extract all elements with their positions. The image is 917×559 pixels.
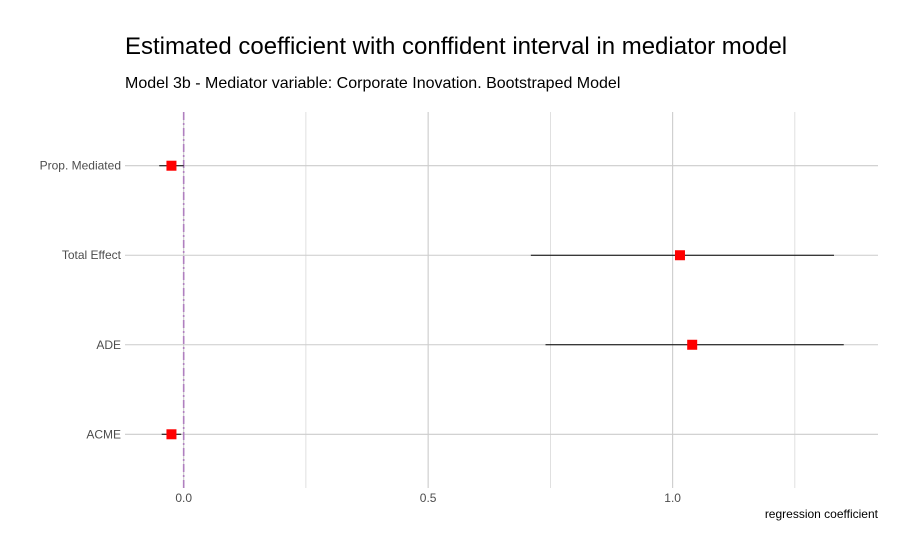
grid-lines	[125, 112, 878, 488]
point-total-effect	[674, 250, 685, 261]
y-tick-label: Prop. Mediated	[40, 159, 121, 173]
point-layer	[166, 160, 698, 440]
x-axis-title: regression coefficient	[765, 507, 879, 521]
chart-subtitle: Model 3b - Mediator variable: Corporate …	[125, 75, 621, 92]
x-tick-label: 0.5	[420, 491, 437, 505]
x-tick-labels: 0.0 0.5 1.0	[175, 491, 681, 505]
y-tick-label: Total Effect	[62, 248, 122, 262]
x-tick-label: 0.0	[175, 491, 192, 505]
y-tick-label: ADE	[96, 338, 121, 352]
x-tick-label: 1.0	[664, 491, 681, 505]
point-prop-mediated	[166, 160, 177, 171]
errorbar-layer	[159, 165, 844, 435]
point-acme	[166, 429, 177, 440]
y-tick-label: ACME	[86, 427, 121, 441]
chart-title: Estimated coefficient with conffident in…	[125, 33, 788, 60]
point-ade	[687, 339, 698, 350]
y-tick-labels: Prop. Mediated Total Effect ADE ACME	[40, 159, 122, 442]
